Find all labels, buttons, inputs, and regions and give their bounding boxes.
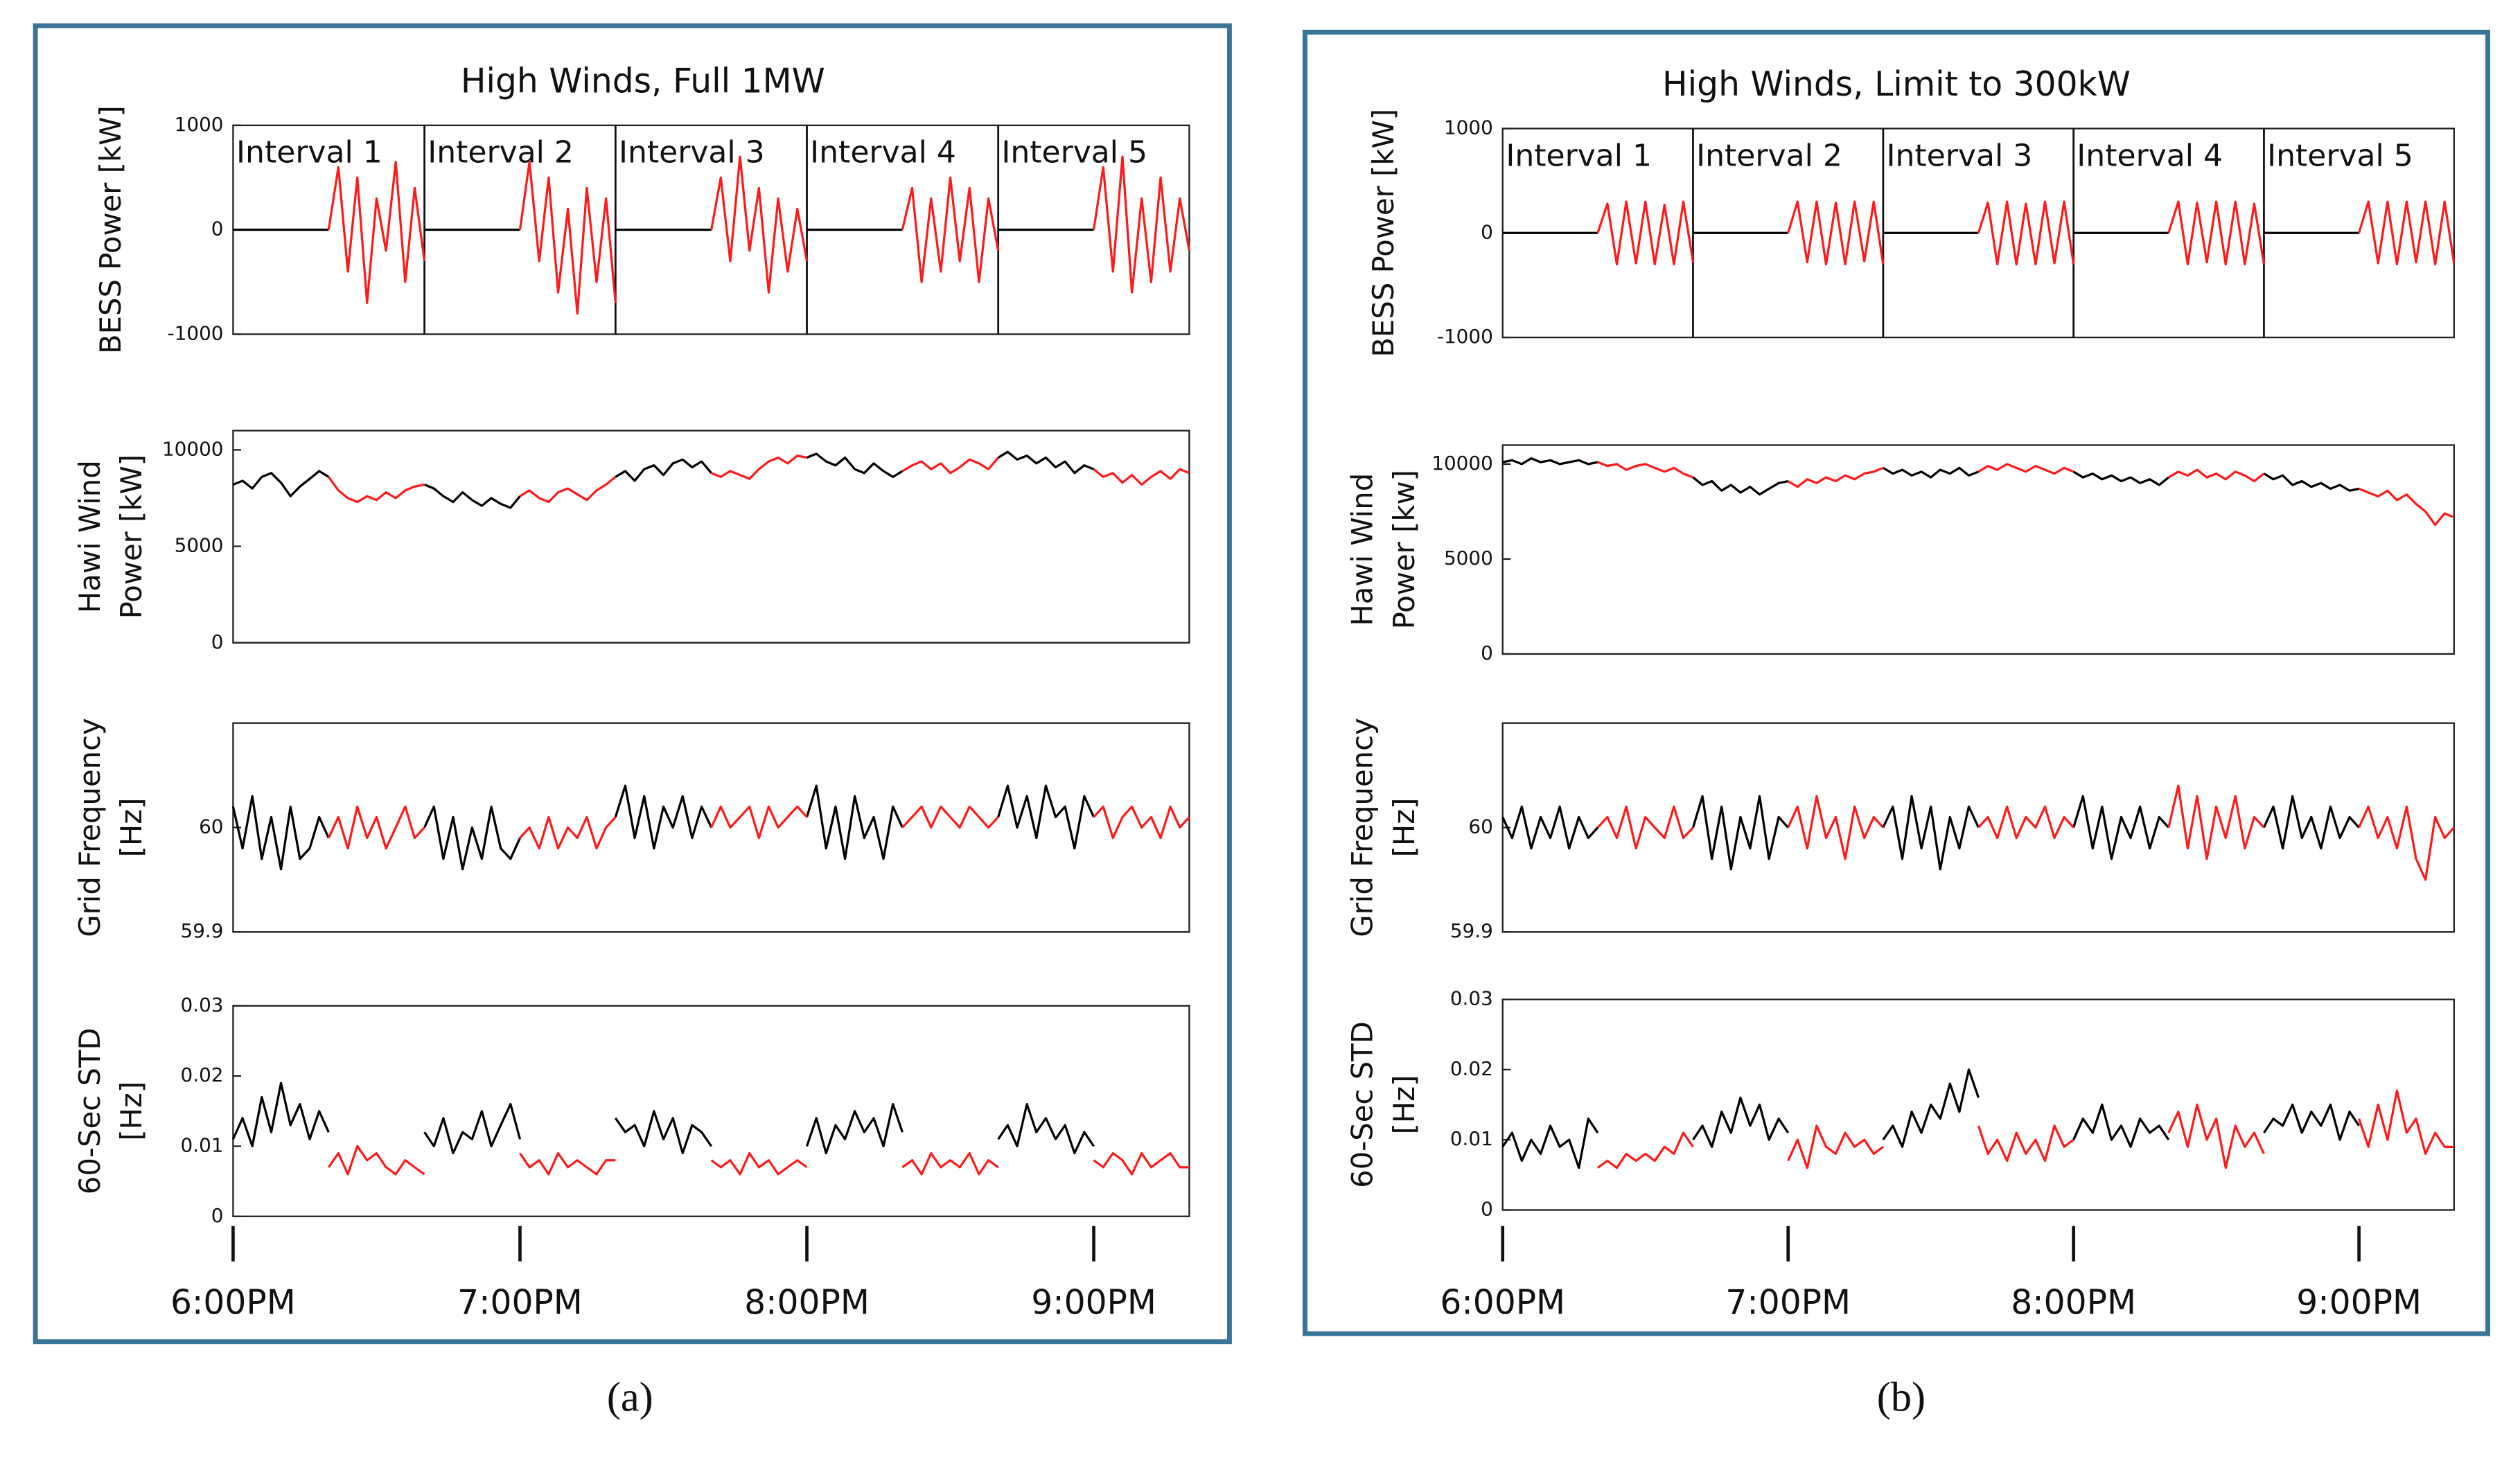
data-line [1597, 461, 2455, 527]
x-tick-label: 6:00PM [170, 1283, 296, 1322]
data-line [1596, 200, 2456, 266]
data-line [327, 805, 1190, 850]
y-axis-label: [Hz] [1387, 1075, 1421, 1135]
y-tick-label: -1000 [1437, 325, 1493, 348]
interval-label: Interval 1 [236, 135, 382, 170]
y-tick-label: 0.03 [1450, 987, 1493, 1010]
panel-box [232, 1005, 1190, 1217]
x-tick-label: 8:00PM [2011, 1283, 2136, 1322]
data-line [1502, 457, 2359, 496]
y-tick-label: 59.9 [1450, 919, 1493, 942]
data-line [327, 155, 1191, 315]
y-axis-label: BESS Power [kW] [1366, 109, 1400, 357]
y-axis-label: [Hz] [114, 798, 148, 858]
interval-label: Interval 4 [810, 135, 956, 170]
figure-frame [33, 23, 1232, 1345]
figure-frame [1302, 29, 2490, 1336]
data-line [232, 450, 1095, 509]
y-tick-label: 10000 [1431, 452, 1493, 475]
y-tick-label: 1000 [1444, 116, 1493, 139]
panel-box [1501, 444, 2455, 655]
interval-label: Interval 2 [1696, 138, 1842, 173]
x-tick-label: 6:00PM [1440, 1283, 1565, 1322]
y-tick-label: 0 [211, 630, 224, 653]
subfigure-label: (a) [607, 1374, 653, 1420]
y-tick-label: -1000 [168, 321, 224, 344]
x-tick-label: 9:00PM [1031, 1283, 1156, 1322]
interval-label: Interval 5 [2267, 138, 2413, 173]
interval-label: Interval 1 [1506, 138, 1652, 173]
y-axis-label: Grid Frequency [73, 718, 107, 937]
data-line [1501, 795, 2360, 871]
chart-title: High Winds, Limit to 300kW [1662, 65, 2131, 104]
y-tick-label: 0 [1481, 220, 1493, 243]
y-tick-label: 59.9 [181, 919, 224, 942]
data-line [327, 1144, 1190, 1176]
y-axis-label: Power [kW] [114, 454, 148, 619]
data-line [1501, 1068, 2360, 1169]
x-tick-label: 8:00PM [744, 1283, 870, 1322]
interval-label: Interval 2 [428, 135, 574, 170]
subfigure-label: (b) [1877, 1374, 1926, 1420]
y-axis-label: Hawi Wind [1346, 473, 1380, 626]
y-tick-label: 0.02 [1450, 1057, 1493, 1080]
interval-label: Interval 3 [1887, 138, 2033, 173]
data-line [231, 1081, 1095, 1155]
interval-label: Interval 5 [1001, 135, 1147, 170]
y-tick-label: 60 [1468, 815, 1492, 838]
y-tick-label: 0.01 [1450, 1127, 1493, 1150]
y-tick-label: 60 [199, 815, 223, 838]
y-tick-label: 0.02 [181, 1063, 224, 1086]
y-tick-label: 10000 [162, 437, 224, 460]
interval-label: Interval 3 [619, 135, 765, 170]
x-tick-label: 7:00PM [457, 1283, 583, 1322]
x-tick-label: 7:00PM [1725, 1283, 1851, 1322]
y-axis-label: Hawi Wind [73, 460, 107, 613]
y-tick-label: 0 [211, 218, 224, 240]
y-tick-label: 0 [211, 1204, 224, 1227]
data-line [231, 784, 1095, 871]
y-tick-label: 5000 [1444, 547, 1493, 569]
y-axis-label: BESS Power [kW] [94, 105, 127, 354]
data-line [327, 454, 1190, 504]
y-tick-label: 0 [1481, 1197, 1493, 1220]
data-line [1596, 1089, 2454, 1169]
y-axis-label: 60-Sec STD [1346, 1021, 1380, 1188]
y-tick-label: 0.03 [181, 993, 224, 1016]
y-tick-label: 0 [1481, 642, 1493, 664]
y-axis-label: Grid Frequency [1346, 718, 1380, 937]
y-axis-label: [Hz] [1387, 798, 1421, 858]
y-tick-label: 0.01 [181, 1133, 224, 1156]
interval-label: Interval 4 [2077, 138, 2223, 173]
x-tick-label: 9:00PM [2296, 1283, 2422, 1322]
y-axis-label: 60-Sec STD [73, 1028, 107, 1195]
y-tick-label: 5000 [175, 534, 224, 557]
panel-box [1501, 998, 2455, 1211]
y-axis-label: Power [kw] [1387, 470, 1421, 629]
data-line [1596, 784, 2456, 881]
panel-box [232, 430, 1190, 644]
y-tick-label: 1000 [175, 113, 224, 136]
y-axis-label: [Hz] [114, 1081, 148, 1141]
chart-title: High Winds, Full 1MW [461, 62, 825, 101]
